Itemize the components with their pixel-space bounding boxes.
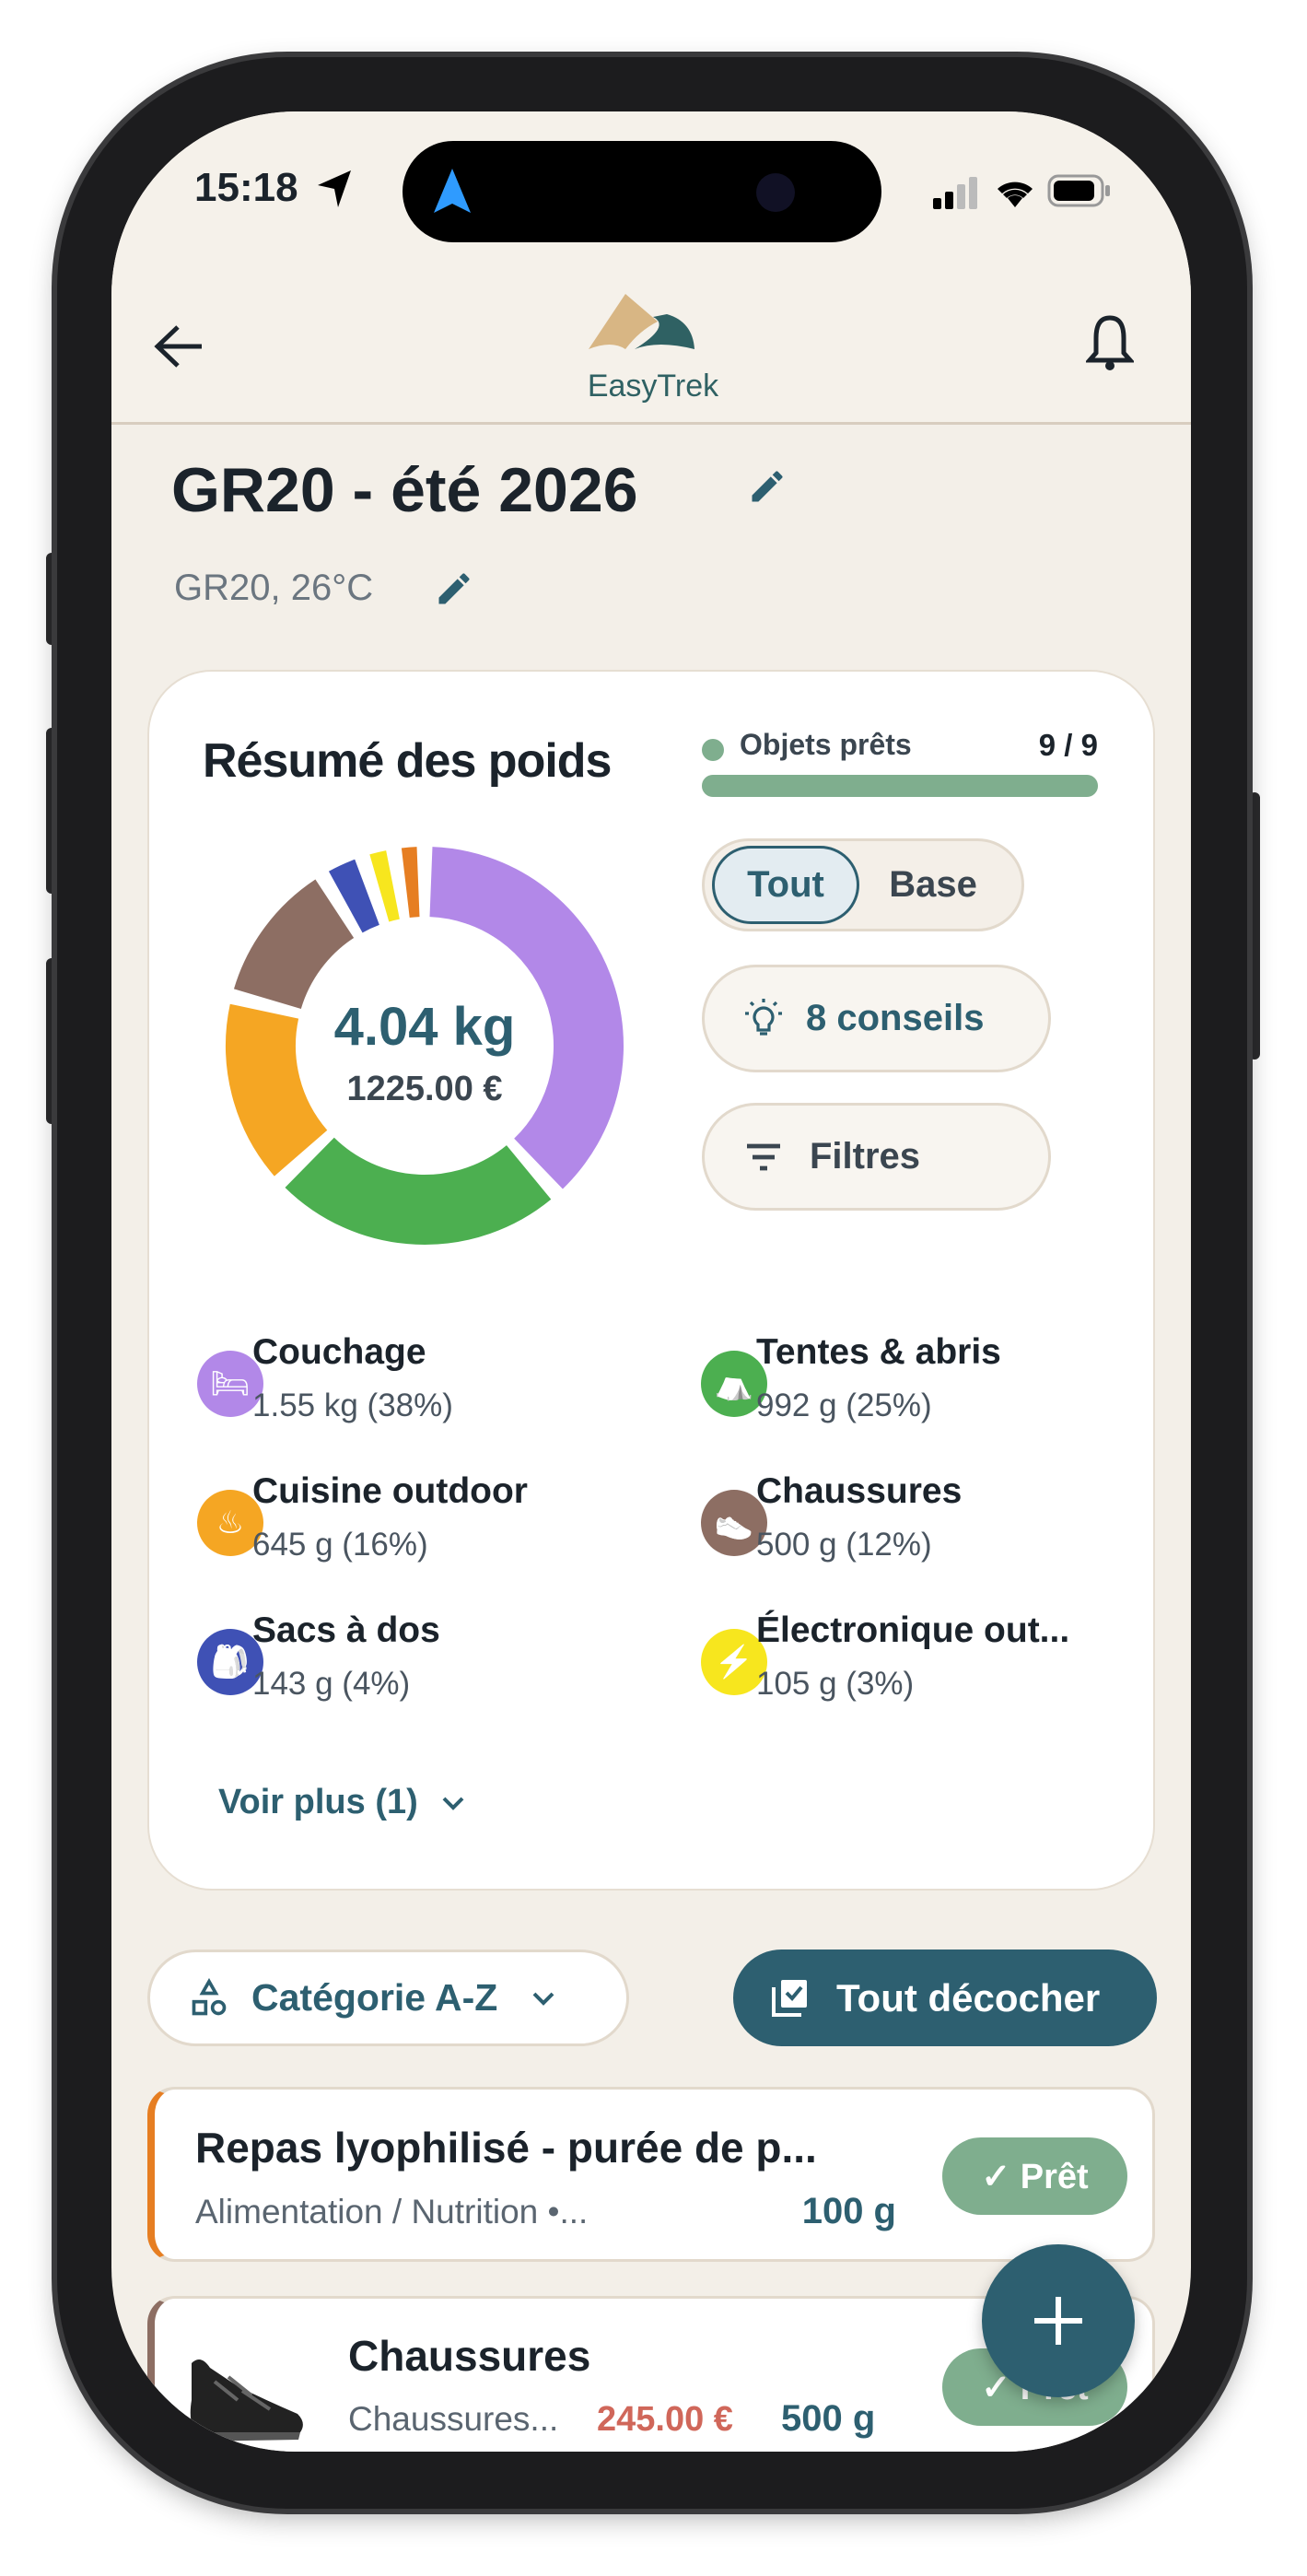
bed-icon: 🛏: [197, 1351, 263, 1417]
chevron-down-icon: [532, 1992, 554, 2006]
legend-label: Tentes & abris: [756, 1332, 1001, 1372]
weight-donut-chart: [226, 847, 624, 1245]
bolt-icon: ⚡: [701, 1629, 767, 1695]
sort-dropdown[interactable]: Catégorie A-Z: [147, 1950, 629, 2046]
filter-icon: [747, 1143, 780, 1170]
backpack-icon: 🎒: [197, 1629, 263, 1695]
item-title: Chaussures: [348, 2332, 591, 2380]
toggle-tout[interactable]: Tout: [712, 846, 859, 924]
total-weight: 4.04 kg: [333, 997, 516, 1057]
pot-icon: ♨: [197, 1490, 263, 1556]
categories-shapes-icon: [192, 1977, 227, 2015]
bell-icon[interactable]: [1086, 314, 1134, 371]
item-price: 245.00 €: [597, 2400, 733, 2439]
location-arrow-icon: [318, 170, 351, 207]
trip-title: GR20 - été 2026: [171, 455, 638, 525]
camera: [756, 173, 795, 212]
ready-status-button[interactable]: ✓ Prêt: [942, 2137, 1127, 2215]
legend-label: Cuisine outdoor: [252, 1471, 528, 1511]
legend-value: 1.55 kg (38%): [252, 1388, 453, 1423]
item-weight: 100 g: [801, 2191, 896, 2231]
easytrek-logo: EasyTrek: [584, 294, 722, 412]
legend-value: 645 g (16%): [252, 1527, 428, 1563]
legend-label: Sacs à dos: [252, 1610, 440, 1650]
legend-label: Électronique out...: [756, 1610, 1070, 1650]
mute-switch: [46, 553, 57, 645]
item-category: Chaussures...: [348, 2400, 559, 2438]
show-more-button[interactable]: Voir plus (1): [218, 1783, 466, 1822]
donut-segment: [369, 850, 401, 922]
tips-label: 8 conseils: [806, 998, 985, 1038]
legend-value: 992 g (25%): [756, 1388, 932, 1423]
ready-count: 9 / 9: [1038, 728, 1098, 762]
donut-segment: [233, 879, 355, 1010]
navigation-icon: [434, 169, 471, 213]
plus-icon: [1034, 2297, 1082, 2345]
wifi-icon: [998, 181, 1033, 207]
ready-progress-fill: [702, 775, 1098, 797]
dynamic-island: [403, 141, 881, 242]
donut-segment: [401, 847, 420, 918]
trip-subtitle: GR20, 26°C: [174, 568, 374, 608]
volume-up-button: [46, 728, 57, 894]
tent-icon: ⛺: [701, 1351, 767, 1417]
filters-button[interactable]: Filtres: [702, 1103, 1051, 1211]
signal-icon: [933, 177, 977, 209]
volume-down-button: [46, 958, 57, 1124]
uncheck-all-label: Tout décocher: [836, 1975, 1101, 2020]
total-price: 1225.00 €: [346, 1070, 503, 1108]
legend-label: Couchage: [252, 1332, 426, 1372]
item-weight: 500 g: [781, 2398, 876, 2439]
ready-progress-bar: [702, 775, 1098, 797]
legend-value: 500 g (12%): [756, 1527, 932, 1563]
toggle-base[interactable]: Base: [889, 864, 977, 905]
back-arrow-icon[interactable]: [154, 323, 205, 369]
ready-label: Objets prêts: [740, 728, 912, 761]
summary-title: Résumé des poids: [203, 734, 612, 788]
donut-segment: [285, 1137, 552, 1245]
shoe-product-image: [190, 2359, 303, 2441]
filters-label: Filtres: [810, 1136, 921, 1177]
list-item[interactable]: Repas lyophilisé - purée de p... Aliment…: [147, 2087, 1155, 2262]
donut-segment: [328, 859, 380, 933]
item-category: Alimentation / Nutrition •...: [195, 2193, 589, 2231]
add-item-fab[interactable]: [982, 2244, 1135, 2397]
logo-text: EasyTrek: [587, 369, 719, 404]
legend-label: Chaussures: [756, 1471, 963, 1511]
donut-segment: [226, 1003, 328, 1177]
uncheck-all-button[interactable]: Tout décocher: [733, 1950, 1157, 2046]
edit-subtitle-icon[interactable]: [434, 568, 474, 609]
sort-label: Catégorie A-Z: [251, 1976, 498, 2019]
chevron-down-icon: [442, 1797, 464, 1810]
battery-icon: [1047, 174, 1110, 207]
ready-dot: [702, 739, 724, 761]
status-time: 15:18: [194, 165, 298, 210]
shoe-icon: 👟: [701, 1490, 767, 1556]
donut-segment: [428, 847, 624, 1189]
legend-value: 105 g (3%): [756, 1666, 915, 1702]
checklist-icon: [772, 1979, 807, 2017]
tips-button[interactable]: 8 conseils: [702, 965, 1051, 1072]
show-more-label: Voir plus (1): [218, 1783, 418, 1821]
app-screen: 15:18 EasyTrek GR20 - été 2026 GR20, 26°…: [111, 111, 1191, 2452]
lightbulb-icon: [745, 998, 782, 1036]
weight-mode-toggle: Tout Base: [702, 838, 1024, 931]
edit-title-icon[interactable]: [747, 466, 788, 507]
power-button: [1249, 792, 1260, 1060]
item-title: Repas lyophilisé - purée de p...: [195, 2124, 817, 2172]
legend-value: 143 g (4%): [252, 1666, 411, 1702]
